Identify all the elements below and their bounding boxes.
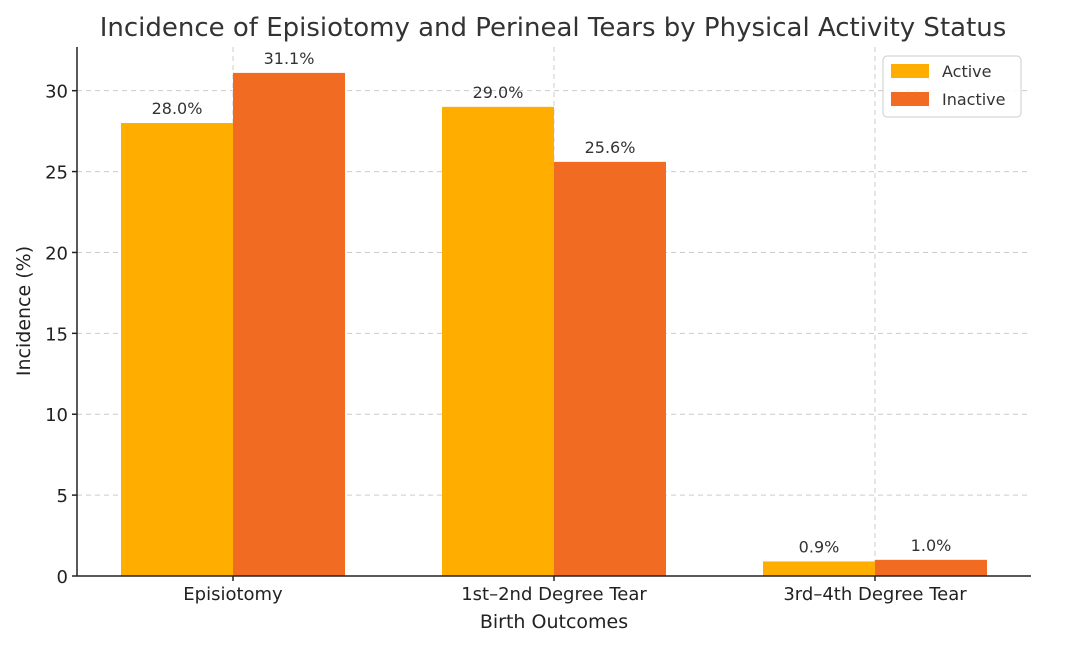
bar-inactive-0 — [233, 72, 345, 576]
x-axis-label: Birth Outcomes — [480, 611, 628, 633]
y-tick-label: 20 — [45, 243, 68, 264]
y-tick-label: 30 — [45, 82, 68, 103]
legend-swatch-inactive — [891, 92, 929, 106]
data-label: 31.1% — [264, 49, 315, 68]
legend-label-active: Active — [942, 62, 992, 81]
bar-active-2 — [763, 561, 875, 576]
bar-active-1 — [442, 106, 554, 577]
legend-swatch-active — [891, 64, 929, 78]
data-label: 29.0% — [473, 83, 524, 102]
x-tick-label: Episiotomy — [183, 584, 283, 605]
data-label: 0.9% — [799, 537, 840, 556]
x-tick-label: 1st–2nd Degree Tear — [461, 584, 647, 605]
bar-inactive-1 — [554, 161, 666, 577]
y-tick-label: 5 — [57, 486, 68, 507]
data-label: 25.6% — [585, 138, 636, 157]
bar-active-0 — [121, 123, 233, 577]
y-tick-label: 0 — [57, 567, 68, 588]
x-tick-label: 3rd–4th Degree Tear — [783, 584, 967, 605]
legend: Active Inactive — [882, 55, 1022, 118]
data-labels: 28.0% 29.0% 0.9% 31.1% 25.6% 1.0% — [152, 49, 952, 557]
legend-label-inactive: Inactive — [942, 90, 1006, 109]
y-axis-label: Incidence (%) — [13, 246, 35, 376]
y-tick-label: 15 — [45, 324, 68, 345]
bars — [121, 72, 987, 577]
y-tick-label: 10 — [45, 405, 68, 426]
data-label: 28.0% — [152, 99, 203, 118]
chart-title: Incidence of Episiotomy and Perineal Tea… — [100, 13, 1007, 43]
data-label: 1.0% — [911, 536, 952, 555]
bar-inactive-2 — [875, 559, 987, 576]
y-tick-label: 25 — [45, 163, 68, 184]
axes: 0 5 10 15 20 25 30 Episiotomy 1st–2nd Degree Tea… — [45, 47, 1031, 605]
